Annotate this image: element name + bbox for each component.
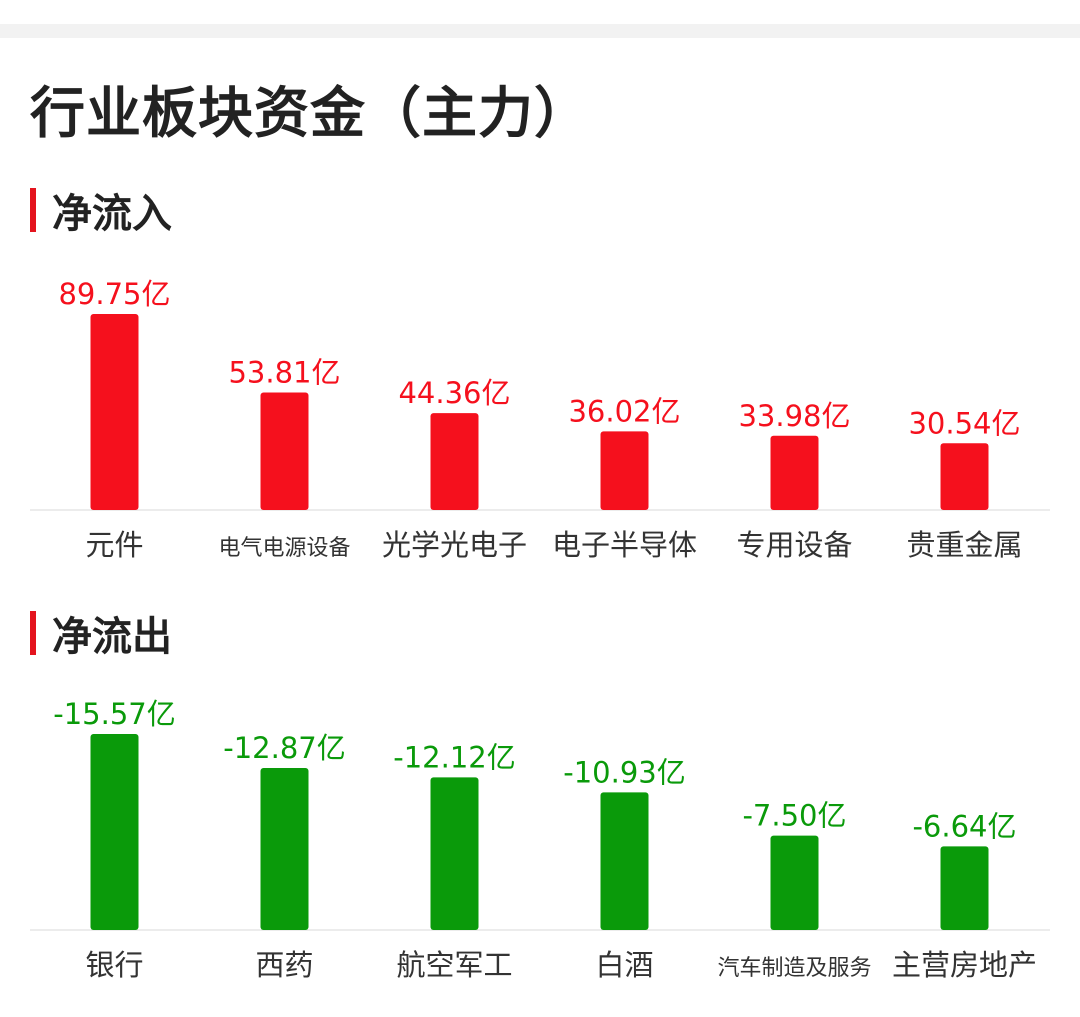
outflow-bar (260, 767, 309, 930)
inflow-bar (90, 314, 139, 510)
outflow-category-label: 航空军工 (396, 948, 512, 982)
inflow-bar-chart: 89.75亿 元件 53.81亿电气电源设备 44.36亿 光学光电子 36.02亿 电子半… (0, 260, 1080, 562)
inflow-category-label: 光学光电子 (382, 528, 527, 562)
section-label-inflow: 净流入 (52, 191, 172, 237)
outflow-category-label: 银行 (85, 948, 143, 982)
inflow-bar (260, 392, 309, 510)
section-header-inflow: 净流入 (30, 186, 172, 237)
section-label-outflow: 净流出 (52, 614, 172, 660)
page-title: 行业板块资金（主力） (30, 81, 591, 145)
top-divider-band (0, 24, 1080, 38)
inflow-category-label: 电气电源设备 (218, 536, 350, 561)
outflow-value-label: -15.57亿 (53, 697, 176, 731)
section-accent-bar (30, 611, 36, 655)
inflow-value-label: 53.81亿 (228, 355, 340, 389)
inflow-bar (600, 431, 649, 510)
inflow-category-label: 电子半导体 (552, 528, 697, 562)
inflow-category-label: 元件 (85, 528, 143, 562)
inflow-value-label: 44.36亿 (398, 376, 510, 410)
outflow-bar (940, 846, 989, 930)
inflow-bar (430, 413, 479, 510)
outflow-bar (770, 835, 819, 930)
outflow-value-label: -10.93亿 (563, 755, 686, 789)
section-accent-bar (30, 188, 36, 232)
inflow-value-label: 33.98亿 (738, 399, 850, 433)
outflow-value-label: -12.87亿 (223, 731, 346, 765)
outflow-category-label: 汽车制造及服务 (717, 956, 871, 981)
inflow-value-label: 30.54亿 (908, 406, 1020, 440)
outflow-bar (600, 792, 649, 930)
inflow-bar (940, 443, 989, 510)
inflow-category-label: 贵重金属 (906, 528, 1022, 562)
outflow-category-label: 主营房地产 (892, 948, 1037, 982)
section-header-outflow: 净流出 (30, 609, 172, 660)
inflow-value-label: 36.02亿 (568, 394, 680, 428)
outflow-category-label: 西药 (255, 948, 313, 982)
outflow-value-label: -7.50亿 (742, 799, 846, 833)
outflow-bar-chart: -15.57亿 银行 -12.87亿 西药 -12.12亿 航空军工 -10.93亿 白酒 -7… (0, 680, 1080, 982)
outflow-bar (90, 734, 139, 930)
inflow-bar (770, 435, 819, 510)
outflow-value-label: -6.64亿 (912, 809, 1016, 843)
outflow-bar (430, 777, 479, 930)
outflow-category-label: 白酒 (595, 948, 653, 982)
inflow-category-label: 专用设备 (736, 528, 852, 562)
outflow-value-label: -12.12亿 (393, 740, 516, 774)
inflow-value-label: 89.75亿 (58, 277, 170, 311)
